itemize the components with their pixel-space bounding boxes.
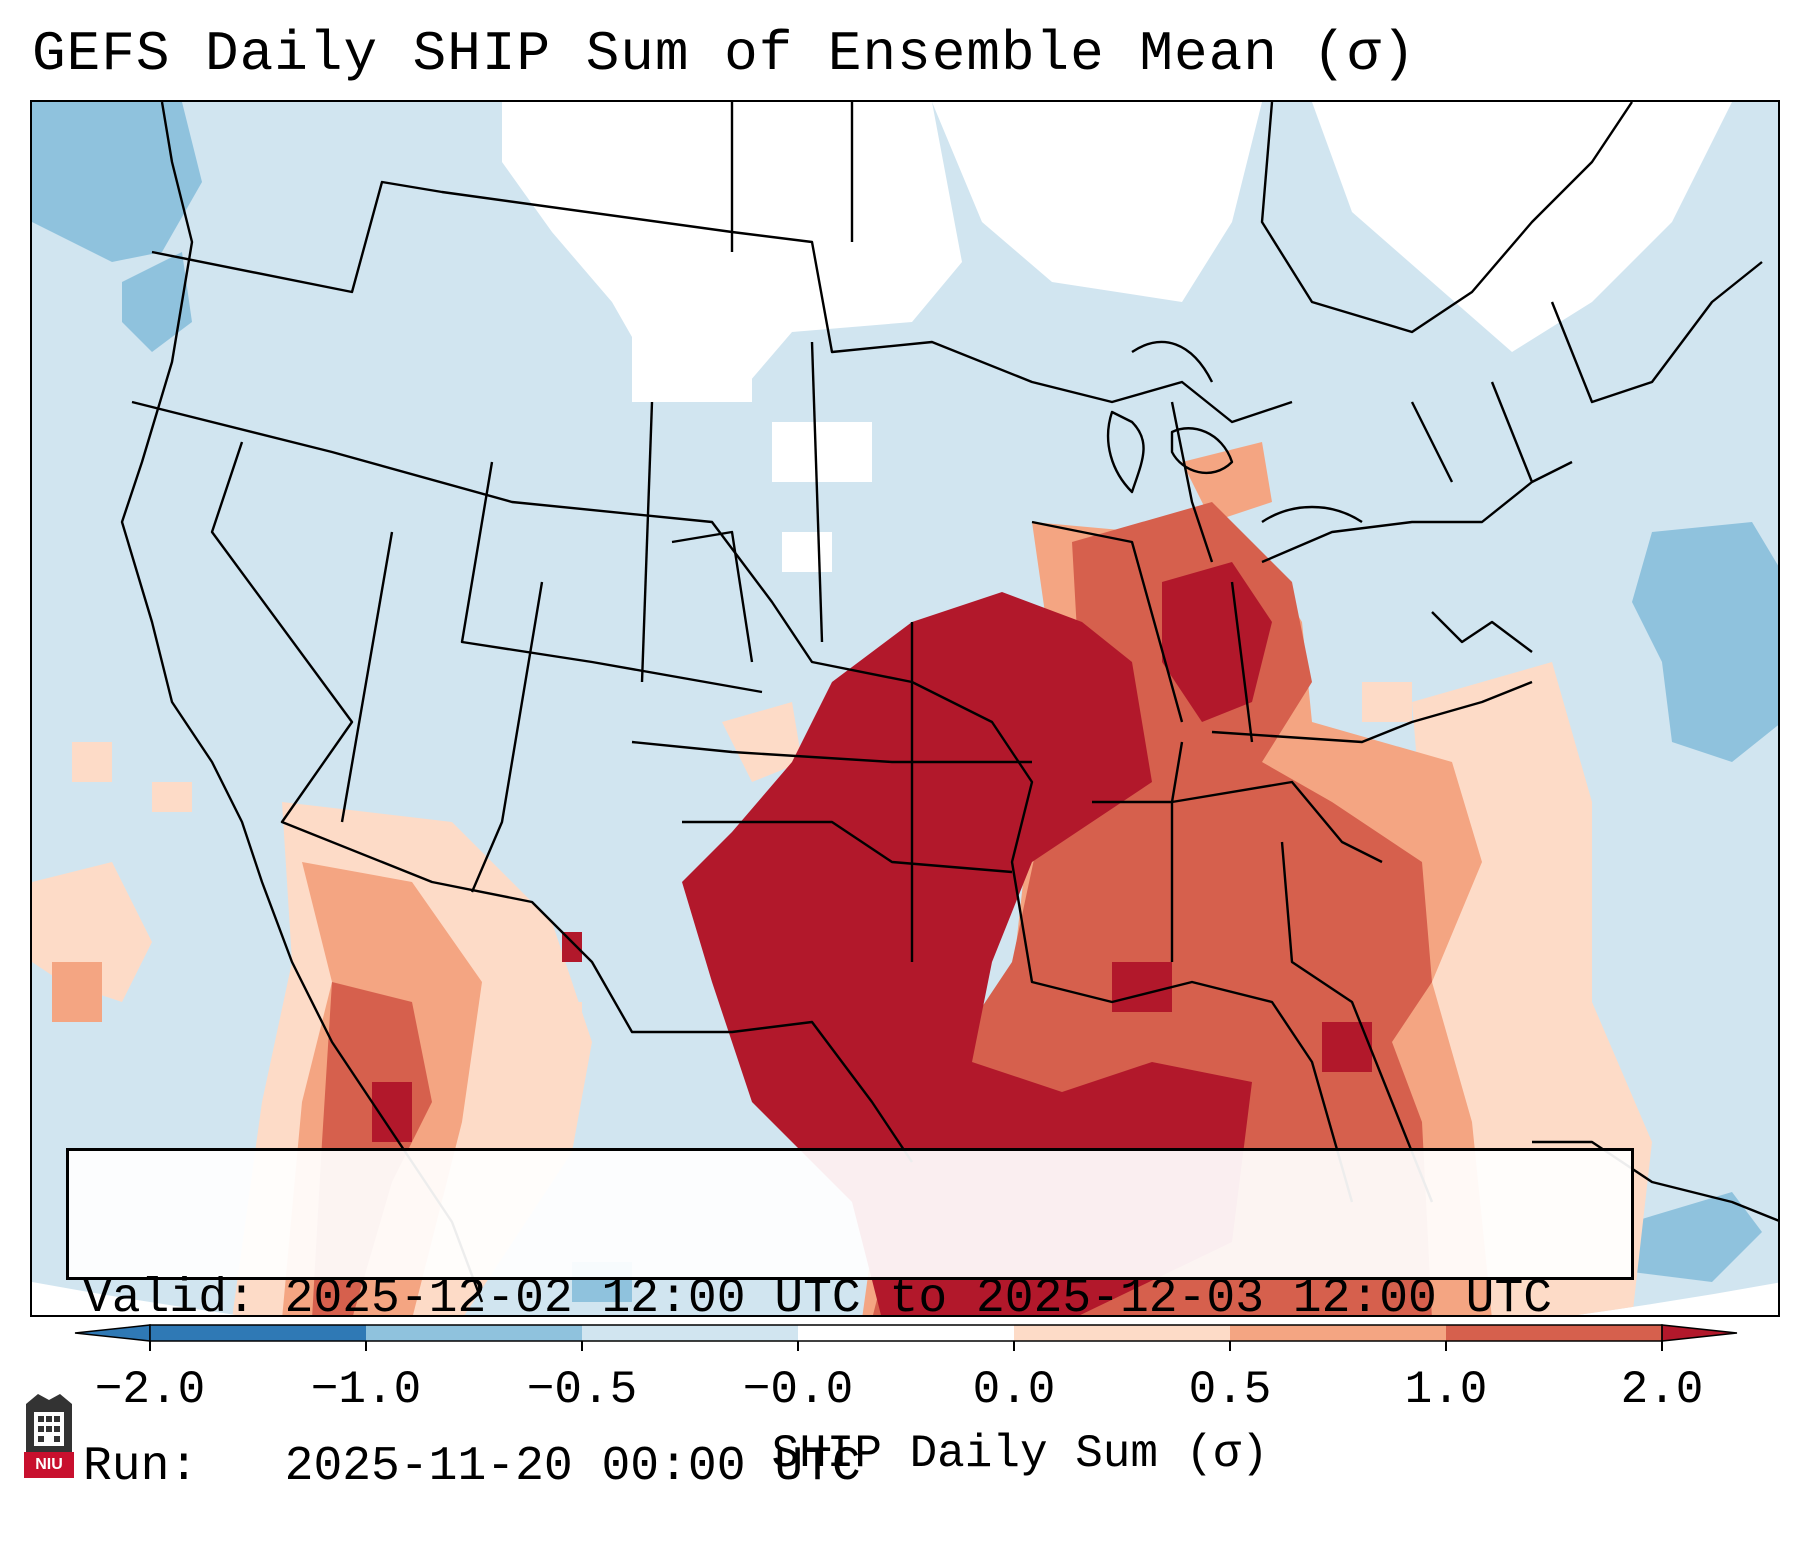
run-row: Run: 2025-11-20 00:00 UTC	[83, 1439, 1617, 1495]
run-label: Run:	[83, 1440, 199, 1494]
colorbar-label: SHIP Daily Sum (σ)	[771, 1428, 1269, 1480]
niu-logo-icon	[24, 1394, 74, 1478]
state-boundaries	[120, 102, 1778, 1303]
colorbar-tick-label: 1.0	[1404, 1364, 1488, 1416]
logo-text: NIU	[35, 1456, 63, 1473]
colorbar-tick-label: 0.0	[972, 1364, 1056, 1416]
colorbar-tick-label: 0.5	[1188, 1364, 1272, 1416]
field-negative	[32, 102, 1778, 1302]
colorbar-extend-max	[1661, 1324, 1738, 1342]
chart-title: GEFS Daily SHIP Sum of Ensemble Mean (σ)	[32, 22, 1417, 86]
colorbar-tick-label: −0.5	[526, 1364, 638, 1416]
valid-row: Valid: 2025-12-02 12:00 UTC to 2025-12-0…	[83, 1271, 1617, 1327]
valid-value: 2025-12-02 12:00 UTC to 2025-12-03 12:00…	[284, 1272, 1553, 1326]
valid-label: Valid:	[83, 1272, 256, 1326]
valid-run-box: Valid: 2025-12-02 12:00 UTC to 2025-12-0…	[66, 1148, 1634, 1494]
colorbar-tick-label: −2.0	[94, 1364, 206, 1416]
colorbar-tick-label: −0.0	[742, 1364, 854, 1416]
map-panel	[30, 100, 1780, 1317]
map-canvas	[32, 102, 1778, 1315]
niu-logo: NIU	[20, 1390, 78, 1486]
colorbar-tick-label: 2.0	[1620, 1364, 1704, 1416]
run-value: 2025-11-20 00:00 UTC	[284, 1440, 861, 1494]
field-very-high-positive	[372, 562, 1372, 1315]
colorbar-tick-label: −1.0	[310, 1364, 422, 1416]
